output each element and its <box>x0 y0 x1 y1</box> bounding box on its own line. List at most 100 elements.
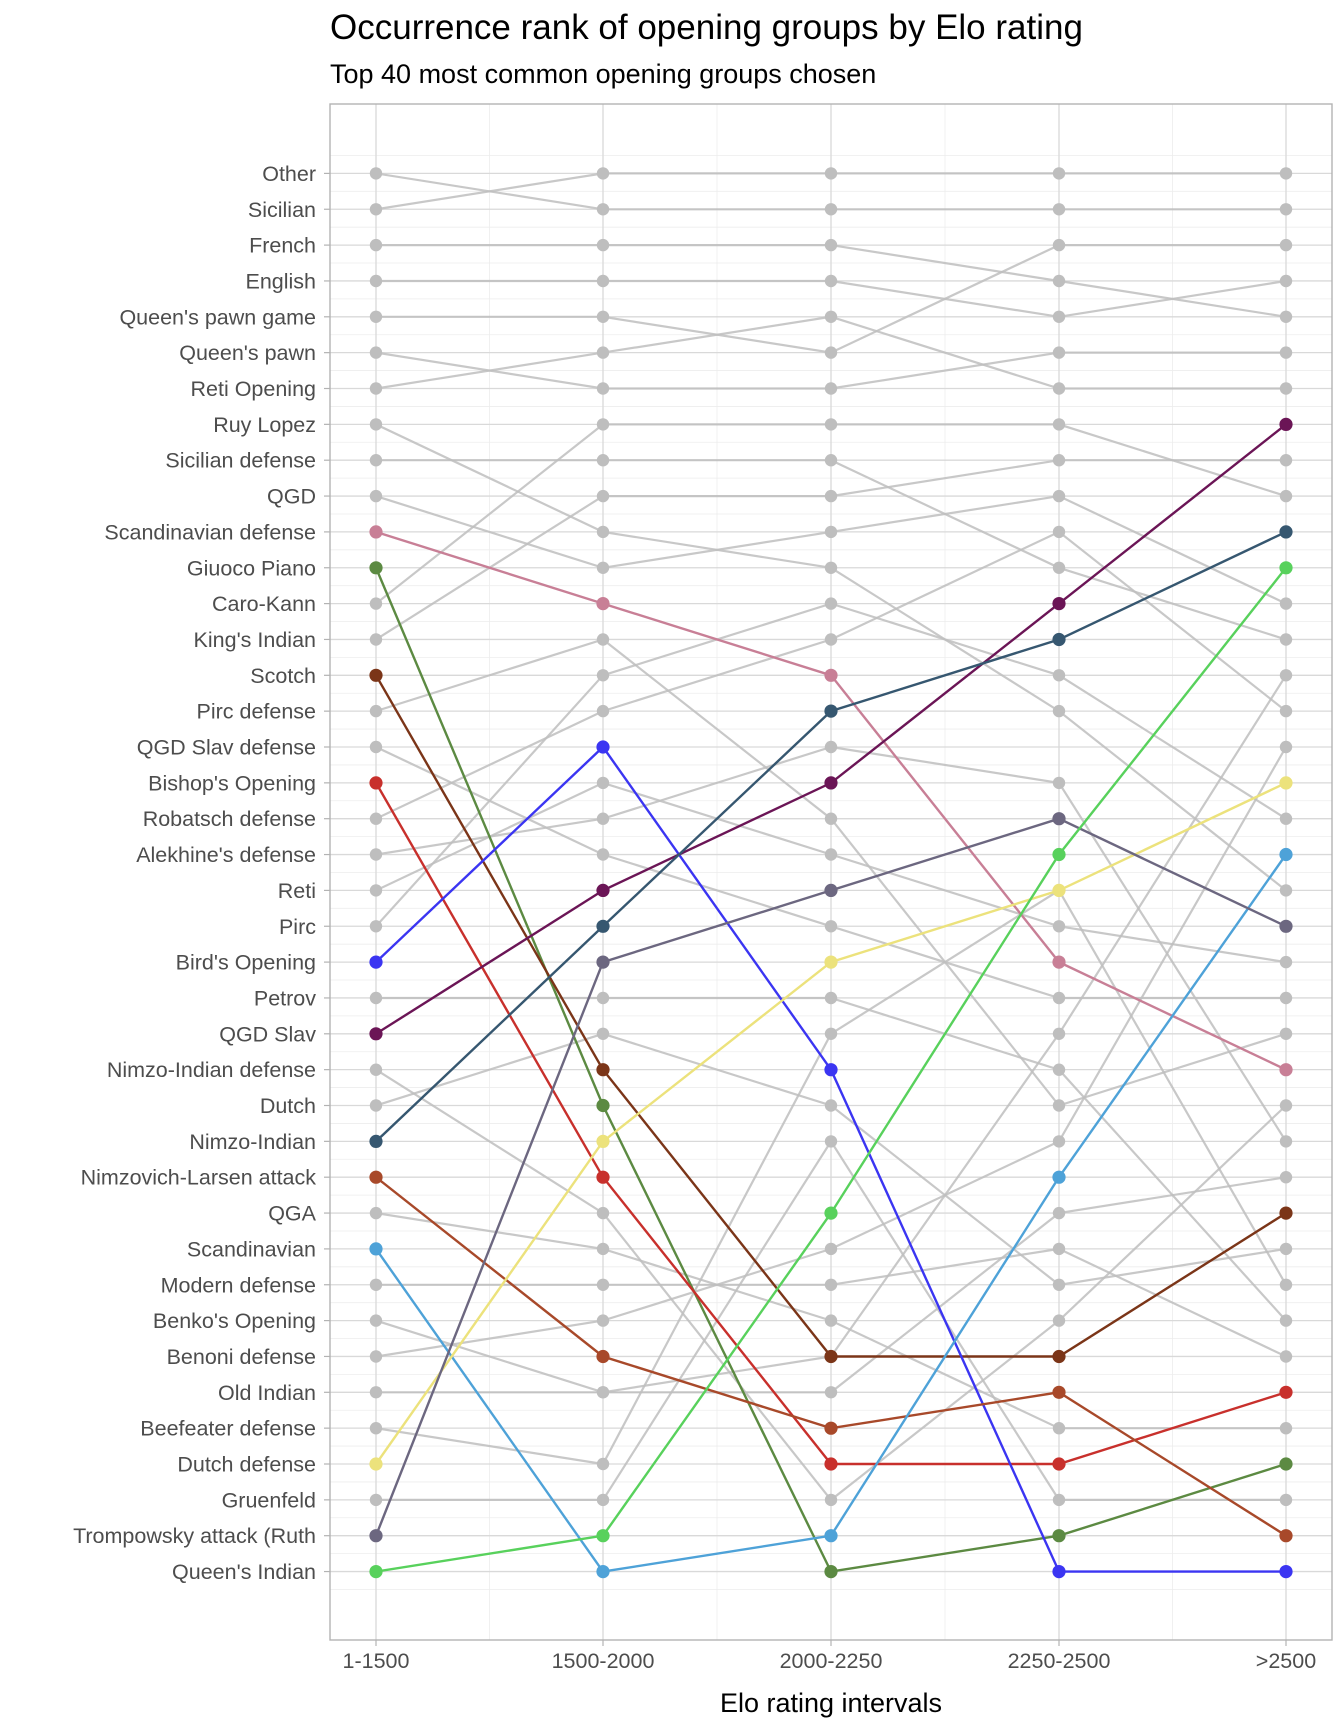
highlighted-series-point <box>1052 632 1066 647</box>
background-series-point <box>1279 1135 1293 1148</box>
background-series-point <box>824 812 838 825</box>
highlighted-series-point <box>824 1565 838 1579</box>
highlighted-series-point <box>596 1063 610 1077</box>
highlighted-series-point <box>596 1098 610 1113</box>
background-series-point <box>1052 1278 1066 1292</box>
background-series-point <box>1279 1171 1293 1184</box>
background-series-point <box>369 1278 383 1292</box>
background-series-point <box>596 274 610 288</box>
background-series-point <box>1052 203 1066 216</box>
background-series-point <box>1052 704 1066 718</box>
background-series-point <box>1052 1135 1066 1148</box>
background-series-point <box>824 238 838 252</box>
background-series-point <box>596 1314 610 1327</box>
background-series-point <box>1052 1027 1066 1041</box>
x-axis-label: Elo rating intervals <box>720 1688 942 1718</box>
highlighted-series-point <box>1279 525 1293 539</box>
y-tick-label: Pirc defense <box>196 700 316 724</box>
highlighted-series-point <box>1052 1457 1066 1471</box>
background-series-point <box>1279 633 1293 646</box>
highlighted-series-point <box>369 1170 383 1184</box>
background-series-point <box>824 1242 838 1256</box>
y-tick-label: French <box>249 234 316 258</box>
background-series-point <box>1279 203 1293 216</box>
background-series-point <box>824 167 838 180</box>
y-tick-label: Other <box>262 162 316 186</box>
y-tick-label: Nimzo-Indian <box>189 1130 316 1154</box>
x-tick-label: >2500 <box>1256 1649 1316 1673</box>
y-tick-label: Nimzo-Indian defense <box>107 1058 316 1082</box>
background-series-point <box>1052 1206 1066 1220</box>
background-series-point <box>1052 238 1066 252</box>
y-tick-label: Scandinavian <box>187 1237 316 1261</box>
highlighted-series-point <box>596 1529 610 1543</box>
background-series-point <box>369 203 383 216</box>
background-series-point <box>369 597 383 610</box>
background-series-point <box>1052 1422 1066 1435</box>
background-series-point <box>1279 1099 1293 1112</box>
background-series-point <box>1279 1350 1293 1363</box>
highlighted-series-point <box>1279 919 1293 933</box>
y-tick-label: Modern defense <box>161 1273 316 1297</box>
x-tick-label: 1500-2000 <box>552 1649 655 1673</box>
background-series-point <box>596 489 610 503</box>
background-series-point <box>596 776 610 790</box>
highlighted-series-point <box>369 1457 383 1471</box>
background-series-point <box>1052 1242 1066 1256</box>
background-series-point <box>1279 489 1293 503</box>
highlighted-series-point <box>1052 1565 1066 1579</box>
highlighted-series-point <box>369 525 383 539</box>
background-series-point <box>1279 1314 1293 1327</box>
highlighted-series-point <box>596 955 610 969</box>
background-series-point <box>1279 1242 1293 1256</box>
background-series-point <box>596 669 610 682</box>
background-series-point <box>596 848 610 861</box>
y-tick-label: Bishop's Opening <box>148 771 316 795</box>
background-series-point <box>369 1493 383 1507</box>
highlighted-series-point <box>824 1457 838 1471</box>
y-tick-label: QGD <box>267 485 316 509</box>
background-series-point <box>596 525 610 539</box>
background-series-point <box>596 1206 610 1220</box>
background-series-point <box>824 203 838 216</box>
background-series-point <box>596 991 610 1005</box>
background-series-point <box>1052 274 1066 288</box>
background-series-point <box>824 1135 838 1148</box>
highlighted-series-point <box>1052 1349 1066 1364</box>
background-series-point <box>824 1027 838 1041</box>
background-series-point <box>1279 382 1293 395</box>
highlighted-series-point <box>369 1134 383 1148</box>
y-tick-label: Bird's Opening <box>176 951 316 975</box>
background-series-point <box>1279 704 1293 718</box>
highlighted-series-point <box>1279 1063 1293 1077</box>
background-series-point <box>596 382 610 395</box>
background-series-point <box>596 1242 610 1256</box>
highlighted-series-point <box>1052 597 1066 611</box>
highlighted-series-point <box>596 1349 610 1364</box>
highlighted-series-point <box>1052 1385 1066 1399</box>
highlighted-series-point <box>824 668 838 682</box>
background-series-point <box>596 310 610 323</box>
background-series-point <box>1279 454 1293 467</box>
background-series-point <box>1279 812 1293 825</box>
y-tick-label: Trompowsky attack (Ruth <box>73 1524 316 1548</box>
background-series-point <box>1052 418 1066 431</box>
background-series-point <box>1052 1063 1066 1076</box>
y-tick-label: Sicilian defense <box>165 449 316 473</box>
highlighted-series-point <box>596 883 610 898</box>
y-tick-label: QGD Slav defense <box>137 736 316 760</box>
highlighted-series-point <box>596 919 610 933</box>
background-series-point <box>369 848 383 861</box>
background-series-point <box>596 1027 610 1041</box>
highlighted-series-point <box>1279 417 1293 431</box>
background-series-point <box>824 1314 838 1327</box>
background-series-point <box>1052 346 1066 359</box>
background-series-point <box>824 454 838 467</box>
highlighted-series-point <box>824 776 838 790</box>
highlighted-series-point <box>824 1421 838 1435</box>
y-tick-label: Reti Opening <box>191 377 317 401</box>
highlighted-series-point <box>1052 883 1066 898</box>
y-tick-label: King's Indian <box>194 628 316 652</box>
background-series-point <box>369 1063 383 1076</box>
